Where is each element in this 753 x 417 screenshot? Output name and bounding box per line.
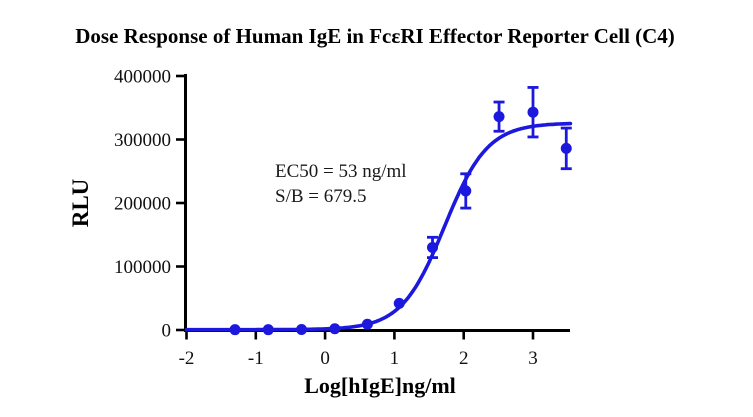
data-point	[329, 323, 341, 335]
annotation-ec50: EC50 = 53 ng/ml	[275, 161, 407, 182]
y-tick-label: 300000	[114, 130, 171, 151]
data-point	[361, 318, 373, 330]
y-tick-label: 400000	[114, 67, 171, 88]
y-tick-label: 200000	[114, 194, 171, 215]
data-point	[262, 324, 274, 336]
x-tick-label: 1	[390, 348, 400, 369]
y-tick-label: 0	[162, 321, 172, 342]
data-point	[527, 106, 539, 118]
x-tick-label: -2	[179, 348, 195, 369]
data-point	[460, 185, 472, 197]
axes: 0 100000 200000 300000 400000 -2 -1 0 1 2 3	[114, 67, 570, 369]
data-point	[560, 142, 572, 154]
x-tick-label: 0	[320, 348, 330, 369]
fit-curve	[184, 121, 573, 332]
chart-title: Dose Response of Human IgE in FcεRI Effe…	[75, 24, 675, 48]
x-tick-label: -1	[248, 348, 264, 369]
data-point	[296, 323, 308, 335]
data-point	[393, 297, 405, 309]
y-tick-label: 100000	[114, 257, 171, 278]
x-tick-label: 3	[528, 348, 538, 369]
y-axis-label: RLU	[68, 178, 93, 227]
data-point	[229, 324, 241, 336]
x-axis-label: Log[hIgE]ng/ml	[304, 373, 456, 398]
data-point	[493, 111, 505, 123]
data-series	[184, 86, 573, 336]
annotation-sb: S/B = 679.5	[275, 186, 366, 207]
data-point	[427, 241, 439, 253]
x-tick-label: 2	[459, 348, 469, 369]
